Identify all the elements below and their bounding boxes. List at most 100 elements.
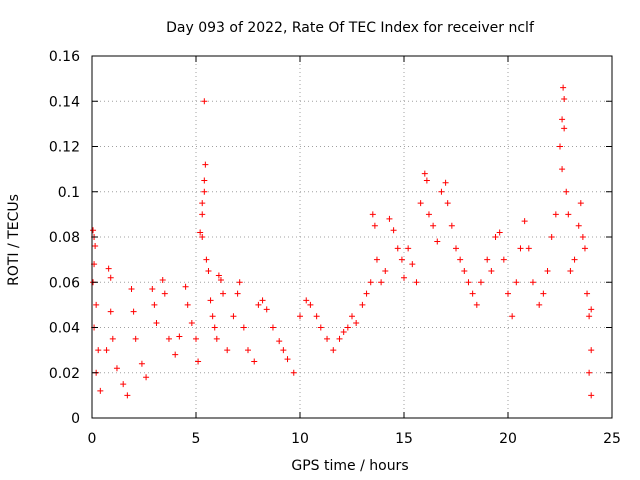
x-tick-label: 0 <box>88 431 97 447</box>
data-point <box>172 351 179 358</box>
data-point <box>586 313 593 320</box>
x-tick-label: 10 <box>291 431 309 447</box>
data-point <box>559 116 566 123</box>
data-point <box>586 369 593 376</box>
data-point <box>151 301 158 308</box>
x-tick-label: 5 <box>192 431 201 447</box>
data-point <box>469 290 476 297</box>
data-point <box>575 222 582 229</box>
data-point <box>209 313 216 320</box>
data-point <box>330 347 337 354</box>
data-point <box>215 272 222 279</box>
data-point <box>201 177 208 184</box>
data-point <box>390 227 397 234</box>
data-point <box>138 360 145 367</box>
data-point <box>430 222 437 229</box>
data-point <box>143 374 150 381</box>
y-tick-label: 0.08 <box>49 230 80 246</box>
data-point <box>276 338 283 345</box>
y-tick-label: 0.1 <box>58 185 80 201</box>
data-point <box>453 245 459 252</box>
data-point <box>280 347 287 354</box>
data-point <box>269 324 276 331</box>
data-point <box>120 381 127 388</box>
chart-title: Day 093 of 2022, Rate Of TEC Index for r… <box>166 20 535 36</box>
data-point <box>113 365 120 372</box>
data-point <box>548 234 555 240</box>
data-point <box>161 290 168 297</box>
data-point <box>563 188 570 195</box>
data-point <box>521 218 528 225</box>
data-point <box>234 290 241 297</box>
data-point <box>259 297 266 304</box>
data-point <box>255 301 262 308</box>
data-point <box>513 279 520 286</box>
data-point <box>202 161 209 168</box>
data-point <box>442 179 449 186</box>
x-tick-label: 25 <box>603 431 621 447</box>
data-point <box>349 313 355 320</box>
data-point <box>386 215 393 222</box>
data-point <box>199 211 206 218</box>
data-point <box>398 256 405 263</box>
data-point <box>584 290 591 297</box>
data-point <box>201 98 208 105</box>
data-point <box>107 274 114 281</box>
data-point <box>340 329 347 336</box>
data-point <box>552 211 559 218</box>
data-point <box>240 324 247 331</box>
data-point <box>505 290 511 297</box>
data-point <box>307 301 314 308</box>
data-point <box>165 335 172 342</box>
data-point <box>105 265 112 272</box>
data-point <box>205 267 212 274</box>
data-point <box>324 335 331 342</box>
data-point <box>371 222 378 229</box>
data-point <box>557 143 563 150</box>
data-point <box>540 290 547 297</box>
data-point <box>417 200 424 207</box>
data-point <box>438 188 445 195</box>
data-point <box>313 313 320 320</box>
data-point <box>251 358 258 365</box>
data-point <box>560 84 567 91</box>
data-point <box>284 356 291 363</box>
data-point <box>461 267 468 274</box>
data-point <box>245 347 251 354</box>
data-point <box>182 283 189 290</box>
data-point <box>336 335 343 342</box>
data-point <box>401 274 407 281</box>
data-point <box>373 256 380 263</box>
y-tick-label: 0.14 <box>49 94 80 110</box>
data-point <box>448 222 455 229</box>
data-point <box>559 166 566 173</box>
data-point <box>95 347 102 354</box>
data-point <box>581 245 588 252</box>
data-point <box>525 245 532 252</box>
data-point <box>224 347 231 354</box>
data-point <box>199 234 206 240</box>
data-point <box>90 227 97 234</box>
data-point <box>444 200 451 207</box>
y-tick-label: 0 <box>71 411 80 427</box>
y-tick-label: 0.04 <box>49 321 80 337</box>
data-point <box>577 200 584 207</box>
data-point <box>303 297 310 304</box>
data-point <box>509 313 516 320</box>
data-point <box>561 95 568 102</box>
data-point <box>382 267 389 274</box>
data-point <box>188 319 195 326</box>
data-point <box>492 234 499 240</box>
data-point <box>207 297 214 304</box>
data-point <box>484 256 491 263</box>
data-point <box>153 319 160 326</box>
data-point <box>561 125 568 132</box>
data-point <box>579 234 586 240</box>
y-tick-label: 0.16 <box>49 49 80 65</box>
data-point <box>473 301 480 308</box>
data-point <box>536 301 543 308</box>
data-point <box>425 211 432 218</box>
data-point <box>109 335 116 342</box>
data-point <box>588 347 595 354</box>
data-point <box>211 324 218 331</box>
